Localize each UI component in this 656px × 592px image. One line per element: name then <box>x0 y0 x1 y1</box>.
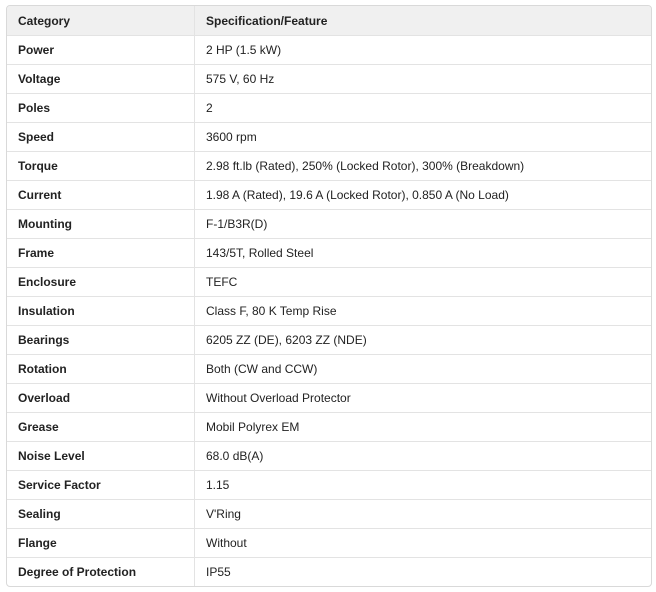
category-cell: Noise Level <box>7 441 195 471</box>
row: Current 1.98 A (Rated), 19.6 A (Locked Ro… <box>7 180 651 210</box>
row: Sealing V'Ring <box>7 499 651 529</box>
value-cell: 2 HP (1.5 kW) <box>194 35 651 65</box>
value-cell: 1.15 <box>194 470 651 500</box>
spec-table: Category Specification/Feature Power 2 HP… <box>7 6 651 586</box>
row: Flange Without <box>7 528 651 558</box>
value-cell: Without <box>194 528 651 558</box>
header-cell: Specification/Feature <box>194 6 651 36</box>
category-cell: Poles <box>7 93 195 123</box>
value-cell: 1.98 A (Rated), 19.6 A (Locked Rotor), 0… <box>194 180 651 210</box>
header-row: Category Specification/Feature <box>7 6 651 36</box>
value-cell: Mobil Polyrex EM <box>194 412 651 442</box>
category-cell: Frame <box>7 238 195 268</box>
row: Enclosure TEFC <box>7 267 651 297</box>
value-cell: 2.98 ft.lb (Rated), 250% (Locked Rotor),… <box>194 151 651 181</box>
row: Torque 2.98 ft.lb (Rated), 250% (Locked R… <box>7 151 651 181</box>
row: Speed 3600 rpm <box>7 122 651 152</box>
category-cell: Insulation <box>7 296 195 326</box>
row: Power 2 HP (1.5 kW) <box>7 35 651 65</box>
table-container: Category Specification/Feature Power 2 HP… <box>6 5 652 587</box>
table-body: Power 2 HP (1.5 kW) Voltage 575 V, 60 Hz Pol… <box>7 35 651 586</box>
row: Noise Level 68.0 dB(A) <box>7 441 651 471</box>
value-cell: F-1/B3R(D) <box>194 209 651 239</box>
value-cell: 575 V, 60 Hz <box>194 64 651 94</box>
value-cell: 6205 ZZ (DE), 6203 ZZ (NDE) <box>194 325 651 355</box>
value-cell: 143/5T, Rolled Steel <box>194 238 651 268</box>
category-cell: Overload <box>7 383 195 413</box>
row: Grease Mobil Polyrex EM <box>7 412 651 442</box>
value-cell: Class F, 80 K Temp Rise <box>194 296 651 326</box>
category-cell: Bearings <box>7 325 195 355</box>
category-cell: Grease <box>7 412 195 442</box>
value-cell: Both (CW and CCW) <box>194 354 651 384</box>
row: Degree of Protection IP55 <box>7 557 651 586</box>
value-cell: TEFC <box>194 267 651 297</box>
value-cell: 3600 rpm <box>194 122 651 152</box>
value-cell: 68.0 dB(A) <box>194 441 651 471</box>
category-cell: Flange <box>7 528 195 558</box>
row: Poles 2 <box>7 93 651 123</box>
value-cell: 2 <box>194 93 651 123</box>
row: Rotation Both (CW and CCW) <box>7 354 651 384</box>
value-cell: IP55 <box>206 565 231 579</box>
category-cell: Service Factor <box>7 470 195 500</box>
category-cell: Speed <box>7 122 195 152</box>
category-cell: Sealing <box>7 499 195 529</box>
row: Insulation Class F, 80 K Temp Rise <box>7 296 651 326</box>
row: Bearings 6205 ZZ (DE), 6203 ZZ (NDE) <box>7 325 651 355</box>
row: Voltage 575 V, 60 Hz <box>7 64 651 94</box>
category-cell: Mounting <box>7 209 195 239</box>
category-cell: Degree of Protection <box>7 557 195 586</box>
row: Overload Without Overload Protector <box>7 383 651 413</box>
category-cell: Power <box>7 35 195 65</box>
row: Service Factor 1.15 <box>7 470 651 500</box>
value-cell: Without Overload Protector <box>194 383 651 413</box>
category-cell: Rotation <box>7 354 195 384</box>
category-cell: Enclosure <box>7 267 195 297</box>
header-cell: Category <box>7 6 195 36</box>
row: Mounting F-1/B3R(D) <box>7 209 651 239</box>
value-cell: V'Ring <box>194 499 651 529</box>
category-cell: Current <box>7 180 195 210</box>
row: Frame 143/5T, Rolled Steel <box>7 238 651 268</box>
category-cell: Torque <box>7 151 195 181</box>
category-cell: Voltage <box>7 64 195 94</box>
